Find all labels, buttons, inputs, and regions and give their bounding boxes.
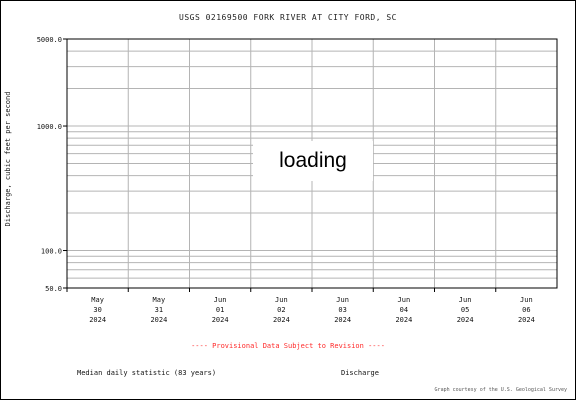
loading-indicator: loading xyxy=(253,141,373,181)
x-tick-label: 2024 xyxy=(212,316,229,324)
x-tick-label: Jun xyxy=(520,296,533,304)
legend-median: Median daily statistic (83 years) xyxy=(77,369,217,377)
x-tick-label: 2024 xyxy=(89,316,106,324)
x-tick-label: 2024 xyxy=(273,316,290,324)
x-tick-label: Jun xyxy=(459,296,472,304)
x-tick-label: May xyxy=(91,296,104,304)
y-tick-label: 5000.0 xyxy=(37,36,62,44)
x-tick-labels: May 30 2024 May 31 2024 Jun 01 2024 Jun 02 2024 Jun 0… xyxy=(66,288,535,324)
x-tick-label: 02 xyxy=(277,306,285,314)
y-tick-labels: 5000.0 1000.0 100.0 50.0 xyxy=(37,36,67,293)
x-tick-label: 2024 xyxy=(150,316,167,324)
x-tick-label: 2024 xyxy=(395,316,412,324)
x-tick-label: 2024 xyxy=(457,316,474,324)
y-tick-label: 100.0 xyxy=(41,248,62,256)
x-tick-label: Jun xyxy=(336,296,349,304)
x-tick-label: 06 xyxy=(522,306,530,314)
y-tick-label: 50.0 xyxy=(45,285,62,293)
x-tick-label: Jun xyxy=(398,296,411,304)
x-tick-label: 2024 xyxy=(334,316,351,324)
legend-discharge: Discharge xyxy=(341,369,379,377)
x-tick-label: 04 xyxy=(400,306,408,314)
y-tick-label: 1000.0 xyxy=(37,123,62,131)
x-tick-label: Jun xyxy=(214,296,227,304)
credit-text: Graph courtesy of the U.S. Geological Su… xyxy=(434,387,567,393)
x-tick-label: 03 xyxy=(338,306,346,314)
x-tick-label: 01 xyxy=(216,306,224,314)
x-tick-label: 31 xyxy=(155,306,163,314)
x-tick-label: 30 xyxy=(93,306,101,314)
x-tick-label: Jun xyxy=(275,296,288,304)
chart-title: USGS 02169500 FORK RIVER AT CITY FORD, S… xyxy=(179,13,397,22)
provisional-data-note: ---- Provisional Data Subject to Revisio… xyxy=(191,342,385,350)
x-tick-label: 05 xyxy=(461,306,469,314)
x-tick-label: 2024 xyxy=(518,316,535,324)
x-tick-label: May xyxy=(153,296,166,304)
